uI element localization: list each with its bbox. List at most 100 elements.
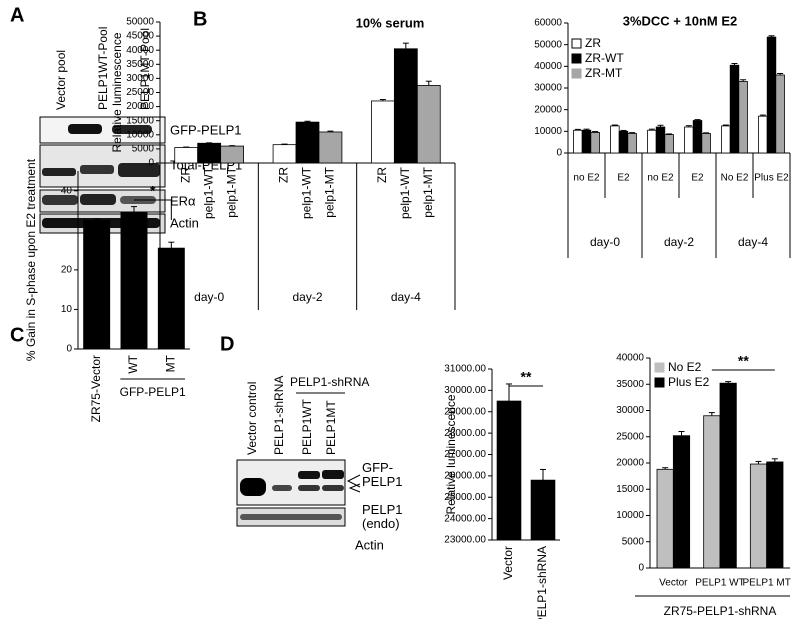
bar — [618, 130, 629, 154]
legend-swatch — [571, 68, 582, 79]
x-tick-label: MT — [164, 354, 178, 372]
band-label: GFP-PELP1 — [362, 460, 403, 489]
band — [298, 485, 320, 491]
significance-label: ** — [738, 353, 749, 369]
bar — [416, 85, 441, 164]
bar — [496, 400, 522, 541]
y-tick-label: 25000 — [126, 87, 154, 98]
y-tick-label: 10000 — [534, 126, 562, 137]
y-tick-label: 35000 — [126, 59, 154, 70]
y-tick-label: 15000 — [616, 484, 644, 495]
bar — [684, 126, 694, 154]
bar — [719, 382, 737, 569]
blot-a: Vector pool PELP1WT-Pool PELP1MT-Pool GF… — [39, 27, 242, 234]
chart-title: 3%DCC + 10nM E2 — [623, 13, 738, 28]
lane-label: PELP1MT-Pool — [138, 28, 152, 110]
bar-label: ZR — [375, 167, 389, 183]
legend-swatch — [654, 362, 665, 373]
band — [80, 165, 114, 174]
group-label: day-4 — [738, 235, 768, 249]
panel-letter: B — [193, 8, 207, 30]
bar — [174, 147, 199, 164]
group-label: GFP-PELP1 — [120, 385, 186, 399]
x-tick-label: PELP1-shRNA — [535, 546, 549, 619]
y-tick-label: 10000 — [616, 510, 644, 521]
bar-label: ZR — [277, 167, 291, 183]
bar — [157, 247, 185, 350]
bar — [766, 36, 777, 154]
panel-letter: A — [10, 4, 24, 26]
y-tick-label: 5000 — [132, 144, 155, 155]
group-label: day-2 — [664, 235, 694, 249]
y-tick-label: 25000 — [616, 431, 644, 442]
bar-label: ZR — [178, 167, 192, 183]
bar — [721, 125, 731, 154]
y-tick-label: 29000.00 — [444, 406, 486, 417]
group-label: day-4 — [391, 290, 421, 304]
x-tick-label: ZR75-Vector — [89, 355, 103, 422]
bar — [581, 129, 592, 154]
blot-d: Vector control PELP1-shRNA PELP1WT PELP1… — [236, 375, 384, 552]
band — [272, 485, 292, 491]
y-tick-label: 28000.00 — [444, 428, 486, 439]
bar — [295, 121, 320, 164]
x-axis-label: ZR75-PELP1-shRNA — [664, 604, 777, 618]
bar — [627, 133, 637, 154]
panel-letter: D — [220, 333, 234, 355]
panel-letter: C — [10, 324, 24, 346]
lane-label: PELP1MT — [324, 400, 338, 455]
bar — [656, 468, 674, 569]
significance-label: * — [150, 183, 156, 199]
arrow — [346, 474, 361, 488]
chart-title: 10% serum — [356, 15, 425, 30]
y-tick-label: 15000 — [126, 115, 154, 126]
y-axis-label: % Gain in S-phase upon E2 treatment — [24, 158, 38, 361]
y-tick-label: 20000 — [534, 104, 562, 115]
x-tick-label: Plus E2 — [754, 173, 789, 184]
bar — [393, 48, 418, 164]
bar — [738, 81, 748, 154]
y-tick-label: 30000 — [534, 83, 562, 94]
y-tick-label: 27000.00 — [444, 449, 486, 460]
y-tick-label: 20000 — [126, 101, 154, 112]
x-tick-label: Vector — [659, 578, 688, 589]
band — [80, 194, 116, 205]
bar — [573, 129, 583, 154]
x-tick-label: No E2 — [721, 173, 749, 184]
group-label: day-0 — [194, 290, 224, 304]
bar — [655, 126, 666, 154]
y-axis-label: Relative luminescence — [110, 32, 124, 152]
x-tick-label: E2 — [691, 173, 704, 184]
bar — [729, 64, 740, 154]
bar — [120, 212, 148, 350]
y-tick-label: 60000 — [534, 18, 562, 29]
y-tick-label: 40000 — [616, 353, 644, 364]
y-tick-label: 0 — [66, 344, 72, 355]
y-tick-label: 50000 — [126, 17, 154, 28]
bar — [272, 144, 297, 164]
blot-header: PELP1-shRNA — [290, 375, 369, 389]
x-tick-label: no E2 — [573, 173, 600, 184]
x-tick-label: WT — [126, 354, 140, 373]
y-tick-label: 10000 — [126, 129, 154, 140]
y-tick-label: 40000 — [126, 45, 154, 56]
band — [68, 124, 102, 134]
bar — [590, 132, 600, 154]
x-tick-label: Vector — [501, 546, 515, 580]
y-tick-label: 0 — [556, 148, 562, 159]
band — [112, 125, 152, 134]
bar-label: pelp1-WT — [300, 166, 314, 219]
band-label: ERα — [170, 193, 196, 208]
bar — [749, 463, 768, 569]
lane-label: Vector control — [245, 382, 259, 455]
x-tick-label: no E2 — [647, 173, 674, 184]
bar — [758, 115, 768, 154]
band — [322, 485, 344, 491]
lane-label: Vector pool — [54, 50, 68, 110]
y-tick-label: 26000.00 — [444, 471, 486, 482]
y-tick-label: 40000 — [534, 61, 562, 72]
band-label: PELP1 (endo) — [362, 502, 403, 531]
band-label: GFP-PELP1 — [170, 122, 242, 137]
band — [118, 163, 160, 177]
